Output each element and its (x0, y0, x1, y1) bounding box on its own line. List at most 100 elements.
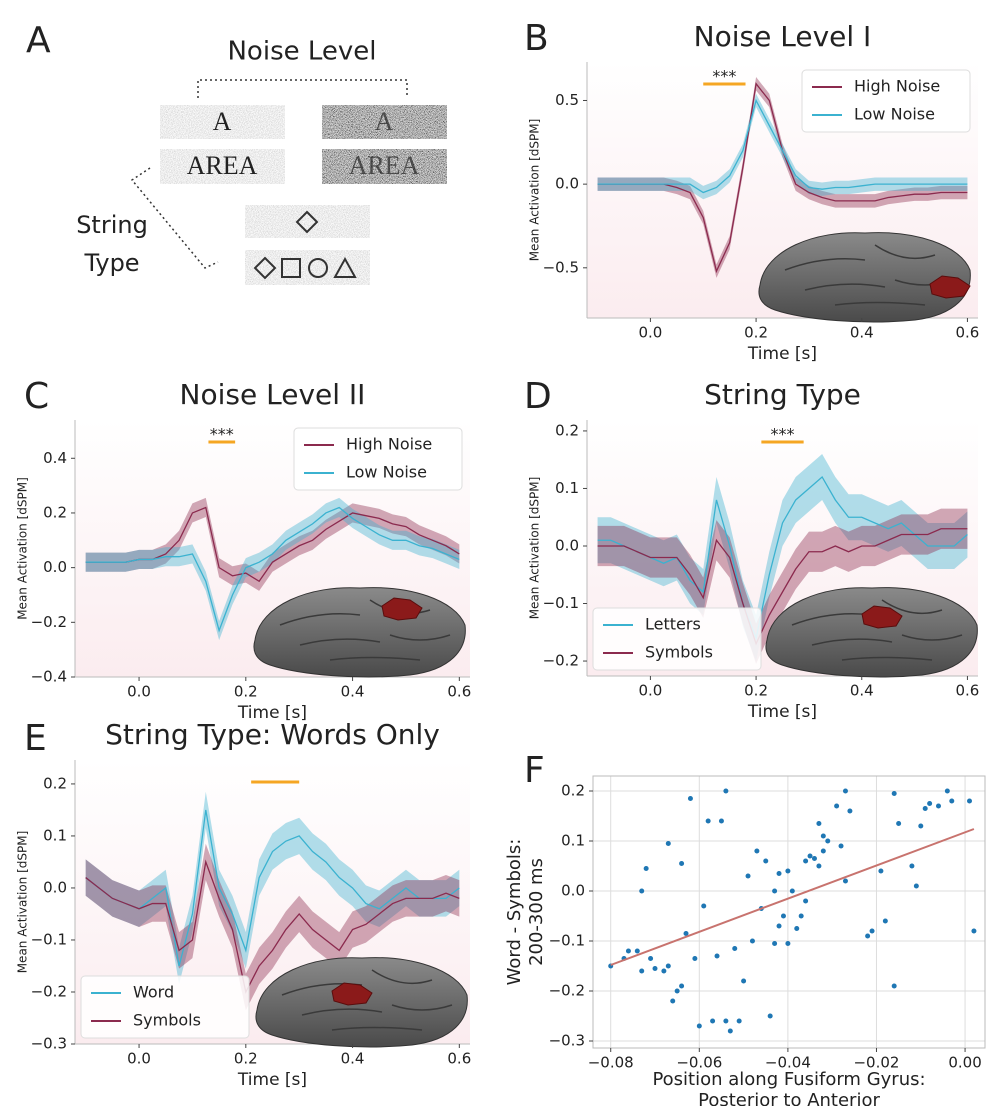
scatter-point (816, 821, 822, 826)
row-label: Type (83, 249, 139, 277)
scatter-point (670, 998, 676, 1004)
scatter-point (927, 801, 933, 806)
x-tick-label: 0.6 (447, 683, 471, 701)
y-tick-label: 0.2 (561, 782, 585, 800)
x-axis-label: Posterior to Anterior (698, 1090, 880, 1106)
y-axis-label: 200-300 ms (526, 858, 547, 966)
y-axis-label: Mean Activation [dSPM] (528, 119, 542, 262)
series-line (597, 98, 968, 194)
scatter-point (882, 918, 888, 924)
scatter-point (710, 1018, 716, 1024)
scatter-point (674, 988, 680, 994)
y-tick-label: −0.2 (31, 613, 67, 631)
legend-box (80, 975, 250, 1039)
scatter-point (949, 798, 955, 804)
stimulus-background (322, 105, 447, 139)
scatter-point (763, 858, 769, 864)
panel-letter: C (24, 376, 49, 417)
scatter-point (847, 808, 853, 814)
scatter-point (679, 861, 685, 866)
x-tick-label: −0.04 (765, 1054, 811, 1072)
y-axis-label: Mean Activation [dSPM] (528, 477, 542, 620)
stimulus-background (160, 105, 285, 139)
scatter-point (661, 968, 667, 974)
legend-box (801, 69, 971, 133)
x-tick-label: 0.0 (638, 682, 662, 700)
stimulus-background (160, 149, 285, 184)
y-tick-label: −0.3 (31, 1035, 67, 1053)
y-axis-label: Mean Activation [dSPM] (16, 831, 30, 974)
scatter-point (803, 898, 809, 904)
chart-title: Noise Level II (180, 378, 366, 411)
scatter-point (816, 863, 822, 869)
bracket (130, 167, 219, 269)
scatter-point (741, 978, 747, 984)
y-tick-label: −0.2 (543, 652, 579, 670)
scatter-point (807, 853, 813, 859)
scatter-point (865, 933, 871, 939)
scatter-point (891, 791, 897, 796)
chart-title: String Type: Words Only (105, 718, 440, 751)
stimulus-text: A (213, 107, 232, 136)
scatter-point (749, 938, 755, 944)
scatter-point (687, 796, 693, 801)
brain-sulcus (784, 258, 866, 271)
y-axis-label: Word - Symbols: (504, 839, 525, 986)
x-tick-label: 0.6 (956, 682, 980, 700)
fit-line (610, 828, 975, 966)
x-axis-label: Position along Fusiform Gyrus: (652, 1069, 925, 1090)
x-tick-label: 0.00 (948, 1054, 981, 1072)
y-tick-label: −0.1 (543, 594, 579, 612)
scatter-point (639, 968, 645, 974)
legend-label: High Noise (346, 435, 432, 454)
brain-sulcus (874, 244, 936, 260)
brain-sulcus (881, 599, 943, 615)
legend-label: High Noise (854, 77, 940, 96)
y-tick-label: −0.1 (31, 930, 67, 948)
x-tick-label: 0.2 (234, 683, 258, 701)
series-line (85, 506, 460, 633)
brain-sulcus (804, 283, 886, 291)
scatter-point (639, 888, 645, 894)
x-tick-label: −0.06 (676, 1054, 722, 1072)
legend-label: Letters (645, 615, 701, 634)
y-tick-label: 0.1 (555, 479, 579, 497)
scatter-point (643, 866, 649, 871)
scatter-point (723, 1018, 729, 1024)
y-tick-label: 0.5 (555, 91, 579, 109)
x-tick-label: 0.2 (744, 682, 768, 700)
x-tick-label: 0.4 (341, 1050, 365, 1068)
significance-label: *** (771, 425, 795, 444)
scatter-point (705, 818, 711, 824)
panel-a: A Noise Level A A AREA AREA String Type (26, 20, 447, 285)
panel-letter: B (524, 18, 549, 59)
panel-letter: D (524, 376, 552, 417)
error-band (85, 843, 460, 1011)
scatter-point (745, 873, 751, 879)
scatter-point (727, 1028, 733, 1034)
legend-label: Low Noise (854, 105, 935, 124)
stimulus-background (322, 149, 447, 184)
scatter-point (736, 1018, 742, 1024)
scatter-point (692, 956, 698, 961)
scatter-point (723, 788, 729, 794)
x-tick-label: −0.02 (853, 1054, 899, 1072)
scatter-point (754, 848, 760, 854)
scatter-point (634, 948, 640, 954)
y-tick-label: 0.1 (43, 826, 67, 844)
x-axis-label: Time [s] (747, 702, 817, 722)
scatter-point (652, 966, 658, 971)
stimulus-text: AREA (349, 151, 420, 180)
scatter-point (701, 903, 707, 909)
scatter-point (785, 868, 791, 874)
triangle (333, 256, 357, 278)
scatter-point (896, 821, 902, 826)
scatter-point (944, 788, 950, 794)
brain-inset (253, 587, 466, 678)
bracket (197, 79, 408, 98)
scatter-point (971, 928, 977, 934)
brain-sulcus (371, 969, 433, 985)
y-tick-label: 0.0 (555, 536, 579, 554)
legend-label: Word (133, 983, 174, 1002)
brain-sulcus (389, 634, 451, 641)
